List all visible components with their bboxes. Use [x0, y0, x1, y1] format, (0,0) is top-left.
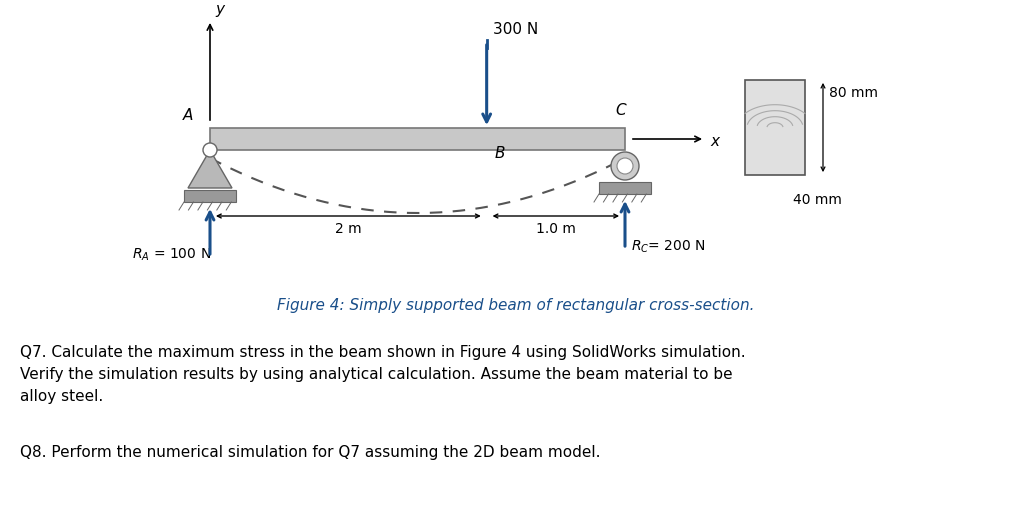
Polygon shape — [209, 128, 625, 150]
Text: alloy steel.: alloy steel. — [20, 389, 103, 404]
Circle shape — [611, 152, 639, 180]
Circle shape — [617, 158, 633, 174]
Text: $R_A$ = 100 N: $R_A$ = 100 N — [132, 247, 211, 264]
Text: Q7. Calculate the maximum stress in the beam shown in Figure 4 using SolidWorks : Q7. Calculate the maximum stress in the … — [20, 345, 746, 360]
Text: Figure 4: Simply supported beam of rectangular cross-section.: Figure 4: Simply supported beam of recta… — [278, 298, 754, 313]
Text: y: y — [215, 2, 224, 17]
Polygon shape — [745, 80, 805, 175]
Text: B: B — [494, 146, 506, 161]
Text: 80 mm: 80 mm — [829, 86, 878, 100]
Text: 300 N: 300 N — [492, 22, 538, 37]
Polygon shape — [188, 150, 232, 188]
Text: $R_C$= 200 N: $R_C$= 200 N — [631, 239, 706, 255]
Text: x: x — [710, 133, 719, 149]
Text: 1.0 m: 1.0 m — [536, 222, 576, 236]
Text: Verify the simulation results by using analytical calculation. Assume the beam m: Verify the simulation results by using a… — [20, 367, 733, 382]
Polygon shape — [184, 190, 236, 202]
Text: Q8. Perform the numerical simulation for Q7 assuming the 2D beam model.: Q8. Perform the numerical simulation for… — [20, 445, 601, 460]
Circle shape — [203, 143, 217, 157]
Text: C: C — [615, 103, 625, 118]
Text: A: A — [183, 108, 193, 123]
Text: 2 m: 2 m — [335, 222, 361, 236]
Text: 40 mm: 40 mm — [793, 193, 842, 207]
Polygon shape — [599, 182, 651, 194]
